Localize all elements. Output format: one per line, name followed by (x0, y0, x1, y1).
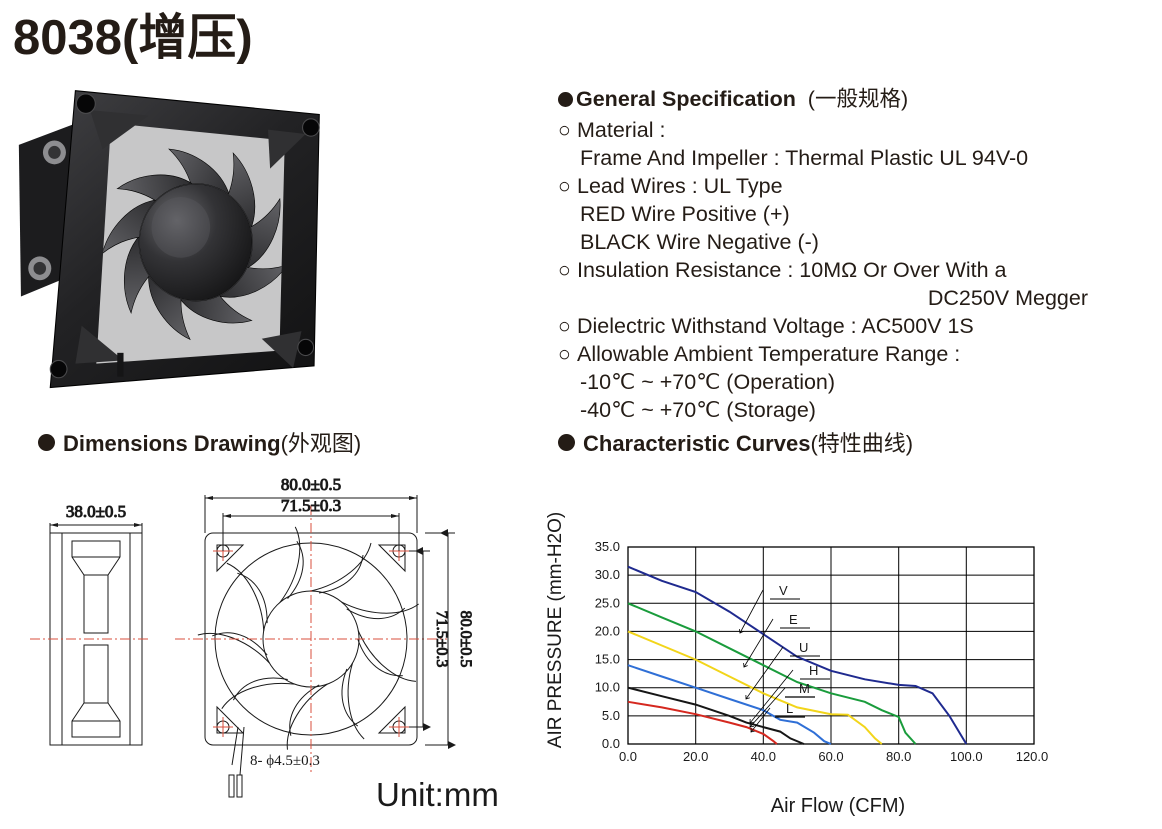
svg-text:38.0±0.5: 38.0±0.5 (66, 502, 126, 521)
svg-text:30.0: 30.0 (595, 567, 620, 582)
svg-text:80.0±0.5: 80.0±0.5 (457, 611, 474, 668)
svg-text:5.0: 5.0 (602, 708, 620, 723)
svg-text:71.5±0.3: 71.5±0.3 (281, 496, 341, 515)
svg-text:H: H (809, 663, 818, 678)
svg-text:20.0: 20.0 (683, 749, 708, 764)
svg-text:120.0: 120.0 (1016, 749, 1049, 764)
svg-text:25.0: 25.0 (595, 595, 620, 610)
svg-text:10.0: 10.0 (595, 680, 620, 695)
svg-text:Unit:mm: Unit:mm (376, 776, 499, 813)
svg-text:0.0: 0.0 (602, 736, 620, 751)
svg-text:V: V (779, 583, 788, 598)
svg-text:100.0: 100.0 (950, 749, 983, 764)
svg-text:80.0±0.5: 80.0±0.5 (281, 475, 341, 494)
svg-text:80.0: 80.0 (886, 749, 911, 764)
svg-text:20.0: 20.0 (595, 623, 620, 638)
svg-text:M: M (799, 681, 810, 696)
svg-text:U: U (799, 640, 808, 655)
svg-text:E: E (789, 612, 798, 627)
svg-text:71.5±0.3: 71.5±0.3 (433, 611, 450, 668)
svg-text:60.0: 60.0 (818, 749, 843, 764)
svg-text:L: L (786, 701, 793, 716)
svg-text:15.0: 15.0 (595, 652, 620, 667)
svg-text:8- ϕ4.5±0.3: 8- ϕ4.5±0.3 (250, 753, 320, 769)
svg-text:40.0: 40.0 (751, 749, 776, 764)
svg-text:35.0: 35.0 (595, 539, 620, 554)
svg-text:0.0: 0.0 (619, 749, 637, 764)
